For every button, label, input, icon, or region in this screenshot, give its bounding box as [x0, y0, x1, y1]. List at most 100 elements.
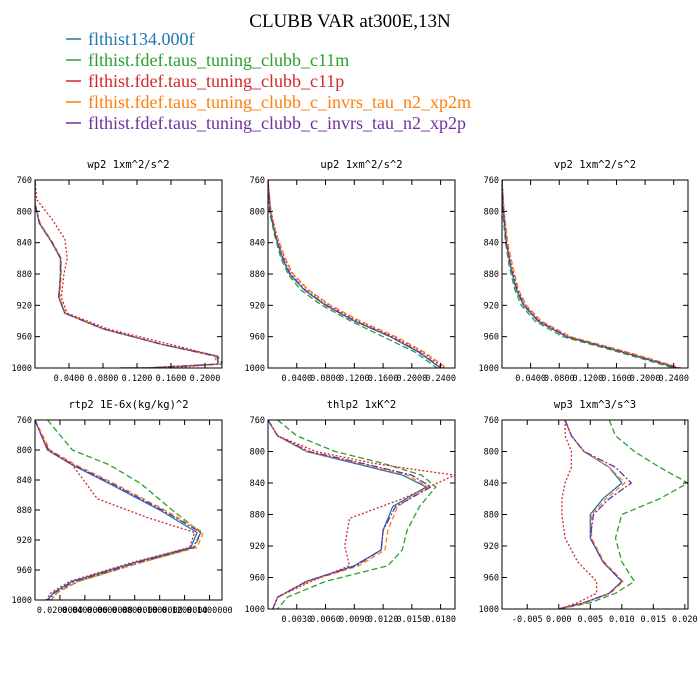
y-tick-label: 920 — [17, 301, 32, 311]
y-tick-label: 760 — [484, 176, 499, 186]
panels: wp2 1xm^2/s^20.0400 0.0800 0.1200 0.1600 0.2… — [12, 159, 698, 625]
x-tick-label: 0.2000 — [630, 374, 661, 384]
x-tick-label: 0.0400 — [54, 374, 85, 384]
series-line — [268, 420, 427, 609]
y-tick-label: 840 — [250, 479, 265, 489]
x-tick-label: 0.0800 — [310, 374, 341, 384]
x-tick-label: 0.005 — [577, 615, 603, 625]
y-tick-label: 880 — [484, 511, 499, 521]
y-tick-label: 800 — [484, 207, 499, 217]
y-tick-label: 760 — [250, 176, 265, 186]
y-tick-label: 1000 — [12, 364, 32, 374]
plot-frame — [34, 179, 223, 369]
series-line — [502, 180, 678, 368]
x-tick-label: 0.0200000 — [37, 606, 83, 616]
x-tick-label: 0.2400 — [658, 374, 689, 384]
figure-title: CLUBB VAR at300E,13N — [249, 11, 451, 32]
panel-title: up2 1xm^2/s^2 — [320, 159, 402, 171]
series-line — [502, 180, 679, 368]
x-tick-label: 0.010 — [609, 615, 635, 625]
y-tick-label: 760 — [250, 416, 265, 426]
y-tick-label: 1000 — [12, 596, 32, 606]
y-tick-label: 800 — [484, 448, 499, 458]
y-tick-label: 960 — [250, 574, 265, 584]
y-tick-label: 800 — [250, 448, 265, 458]
series-line — [35, 180, 219, 368]
x-tick-label: 0.0180 — [425, 615, 456, 625]
y-tick-label: 1000 — [245, 364, 265, 374]
series-line — [35, 420, 202, 600]
series-line — [502, 180, 674, 368]
panel-title: wp2 1xm^2/s^2 — [87, 159, 169, 171]
x-tick-label: 0.1200000 — [162, 606, 208, 616]
y-tick-label: 760 — [484, 416, 499, 426]
y-tick-label: 1000 — [479, 605, 499, 615]
series-line — [268, 180, 438, 368]
x-tick-label: 0.1200 — [572, 374, 603, 384]
panel: wp3 1xm^3/s^3 -0.005 0.000 0.005 0.010 0.015 0… — [479, 399, 698, 625]
x-tick-label: 0.0800 — [88, 374, 119, 384]
x-tick-label: 0.0400 — [515, 374, 546, 384]
plot-frame — [267, 419, 456, 610]
series-line — [558, 420, 632, 609]
series-line — [35, 180, 217, 368]
x-tick-label: 0.2000 — [190, 374, 221, 384]
series-line — [558, 420, 626, 609]
x-tick-label: 0.0800000 — [112, 606, 158, 616]
y-tick-label: 760 — [17, 416, 32, 426]
series-line — [502, 180, 680, 368]
y-tick-label: 840 — [17, 239, 32, 249]
series-line — [558, 420, 688, 609]
plot-frame — [267, 179, 456, 369]
x-tick-label: 0.0030 — [281, 615, 312, 625]
legend-label: flthist.fdef.taus_tuning_clubb_c_invrs_t… — [88, 113, 466, 133]
series-line — [35, 180, 220, 368]
series-line — [268, 420, 429, 609]
series-line — [502, 180, 681, 368]
x-tick-label: 0.1400000 — [187, 606, 233, 616]
legend-label: flthist.fdef.taus_tuning_clubb_c11p — [88, 71, 344, 91]
y-tick-label: 1000 — [479, 364, 499, 374]
y-tick-label: 840 — [17, 476, 32, 486]
y-tick-label: 920 — [17, 536, 32, 546]
series-line — [35, 420, 204, 600]
panel: up2 1xm^2/s^20.04000.08000.12000.16000.2… — [245, 159, 456, 384]
y-tick-label: 960 — [484, 333, 499, 343]
y-tick-label: 800 — [17, 207, 32, 217]
series-line — [558, 420, 598, 609]
x-tick-label: 0.2400 — [425, 374, 456, 384]
y-tick-label: 880 — [250, 511, 265, 521]
x-tick-label: 0.0400000 — [62, 606, 108, 616]
panel-title: rtp2 1E-6x(kg/kg)^2 — [68, 399, 188, 411]
y-tick-label: 1000 — [245, 605, 265, 615]
y-tick-label: 760 — [17, 176, 32, 186]
y-tick-label: 960 — [17, 566, 32, 576]
panel: wp2 1xm^2/s^2 0.0400 0.0800 0.1200 0.1600 0.2… — [12, 159, 223, 384]
y-tick-label: 920 — [484, 542, 499, 552]
x-tick-label: 0.1600 — [601, 374, 632, 384]
legend-label: flthist.fdef.taus_tuning_clubb_c11m — [88, 50, 349, 70]
x-tick-label: 0.0060 — [310, 615, 341, 625]
y-tick-label: 960 — [484, 574, 499, 584]
y-tick-label: 960 — [250, 333, 265, 343]
series-line — [268, 180, 445, 368]
series-line — [268, 180, 447, 368]
y-tick-label: 880 — [484, 270, 499, 280]
y-tick-label: 880 — [250, 270, 265, 280]
y-tick-label: 880 — [17, 506, 32, 516]
panel-title: vp2 1xm^2/s^2 — [554, 159, 636, 171]
panel: thlp2 1xK^2 0.00300.00600.00900.01200.015… — [245, 399, 456, 625]
series-line — [35, 180, 222, 368]
legend-label: flthist.fdef.taus_tuning_clubb_c_invrs_t… — [88, 92, 471, 112]
x-tick-label: 0.0090 — [339, 615, 370, 625]
y-tick-label: 840 — [484, 239, 499, 249]
series-line — [46, 420, 202, 600]
series-line — [35, 180, 219, 368]
y-tick-label: 800 — [17, 446, 32, 456]
series-line — [268, 180, 442, 368]
x-tick-label: 0.020 — [672, 615, 698, 625]
series-line — [277, 420, 437, 609]
plot-frame — [501, 179, 689, 369]
